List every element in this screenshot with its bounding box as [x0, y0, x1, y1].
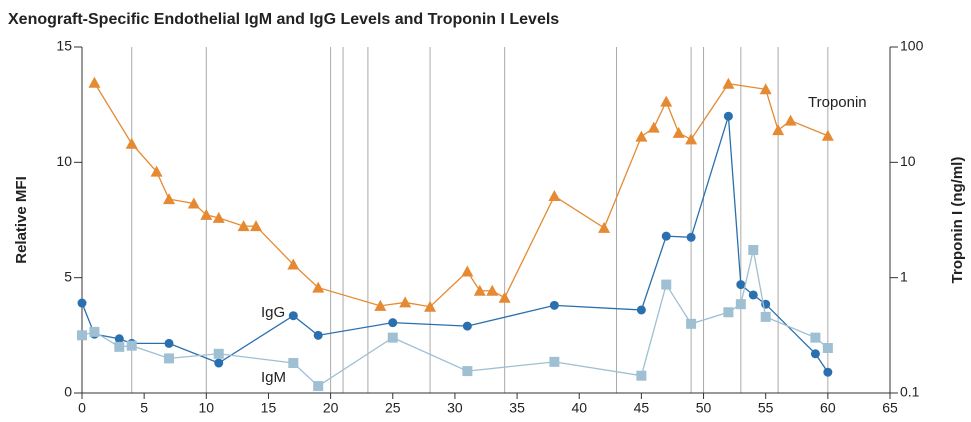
point	[549, 356, 560, 367]
y2-axis-label: Troponin I (ng/ml)	[949, 157, 966, 284]
y-tick-label: 10	[56, 153, 72, 169]
point	[685, 133, 698, 145]
point	[313, 330, 323, 340]
x-tick-label: 10	[199, 400, 215, 416]
point	[661, 231, 671, 241]
point	[760, 311, 771, 322]
x-tick-label: 5	[140, 400, 148, 416]
point	[313, 381, 324, 392]
point	[288, 358, 299, 369]
point	[647, 121, 660, 133]
point	[810, 349, 820, 359]
y2-tick-label: 100	[900, 38, 924, 54]
y-axis-label: Relative MFI	[13, 176, 30, 264]
point	[486, 284, 499, 296]
point	[126, 340, 137, 351]
point	[549, 300, 559, 310]
point	[462, 321, 472, 331]
point	[462, 366, 473, 377]
point	[237, 220, 250, 232]
point	[399, 296, 412, 308]
point	[473, 284, 486, 296]
x-tick-label: 25	[385, 400, 401, 416]
point	[212, 211, 225, 223]
point	[736, 280, 746, 290]
point	[250, 220, 263, 232]
point	[187, 197, 200, 209]
point	[88, 76, 101, 88]
y-tick-label: 5	[64, 268, 72, 284]
point	[388, 318, 398, 328]
point	[213, 348, 224, 359]
point	[164, 353, 175, 364]
point	[723, 307, 734, 318]
point	[636, 305, 646, 315]
point	[748, 290, 758, 300]
y2-tick-label: 1	[900, 268, 908, 284]
point	[114, 334, 124, 344]
point	[164, 338, 174, 348]
x-tick-label: 0	[78, 400, 86, 416]
point	[598, 221, 611, 233]
point	[89, 326, 100, 337]
point	[722, 77, 735, 89]
point	[163, 193, 176, 205]
chart-title: Xenograft-Specific Endothelial IgM and I…	[8, 11, 559, 28]
point	[548, 190, 561, 202]
x-tick-label: 60	[820, 400, 836, 416]
point	[200, 208, 213, 220]
point	[660, 95, 673, 107]
y-tick-label: 0	[64, 384, 72, 400]
point	[784, 114, 797, 126]
point	[661, 279, 672, 290]
x-tick-label: 30	[447, 400, 463, 416]
series-label: Troponin	[808, 94, 867, 111]
point	[387, 332, 398, 343]
point	[77, 298, 87, 308]
point	[723, 111, 733, 121]
point	[686, 232, 696, 242]
point	[636, 370, 647, 381]
series-label: IgG	[261, 304, 285, 321]
series-line	[81, 249, 829, 387]
point	[686, 318, 697, 329]
x-tick-label: 15	[261, 400, 277, 416]
point	[287, 258, 300, 270]
point	[822, 343, 833, 354]
point	[810, 332, 821, 343]
point	[125, 137, 138, 149]
series-line	[81, 116, 829, 373]
y-tick-label: 15	[56, 38, 72, 54]
point	[498, 291, 511, 303]
point	[77, 330, 87, 341]
point	[735, 299, 746, 310]
y2-tick-label: 0.1	[900, 384, 920, 400]
x-tick-label: 50	[696, 400, 712, 416]
point	[823, 367, 833, 377]
point	[288, 311, 298, 321]
series-label: IgM	[261, 369, 286, 386]
x-tick-label: 65	[882, 400, 898, 416]
x-tick-label: 45	[634, 400, 650, 416]
point	[759, 83, 772, 95]
x-tick-label: 20	[323, 400, 339, 416]
x-tick-label: 35	[509, 400, 525, 416]
point	[374, 299, 387, 311]
point	[635, 130, 648, 142]
y2-tick-label: 10	[900, 153, 916, 169]
point	[672, 126, 685, 138]
x-tick-label: 40	[571, 400, 587, 416]
point	[461, 265, 474, 277]
point	[312, 281, 325, 293]
point	[150, 165, 163, 177]
point	[114, 341, 125, 352]
point	[424, 300, 437, 312]
point	[821, 129, 834, 141]
series-line	[93, 82, 829, 308]
point	[748, 244, 759, 255]
x-tick-label: 55	[758, 400, 774, 416]
point	[214, 358, 224, 368]
point	[772, 124, 785, 136]
